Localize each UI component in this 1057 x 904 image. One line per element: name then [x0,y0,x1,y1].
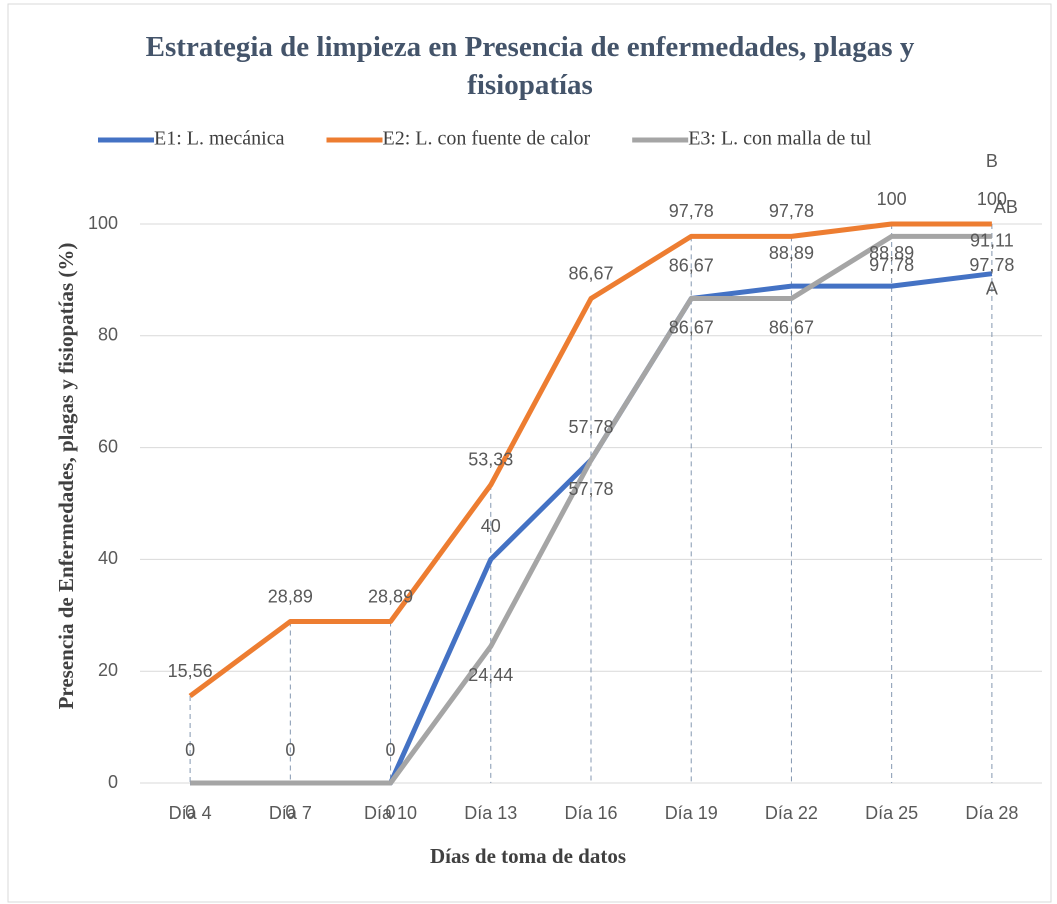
y-tick-label: 80 [98,325,118,345]
data-label: 88,89 [869,243,914,263]
data-label: 0 [185,802,195,822]
y-tick-label: 20 [98,660,118,680]
data-label: 0 [185,740,195,760]
data-label: 57,78 [568,417,613,437]
annotation: AB [994,197,1018,217]
data-label: 40 [481,516,501,536]
y-tick-label: 40 [98,548,118,568]
x-tick-label: Día 28 [965,803,1018,823]
legend-label: E2: L. con fuente de calor [383,128,591,150]
data-label: 0 [285,802,295,822]
data-label: 86,67 [769,317,814,337]
x-tick-label: Día 10 [364,803,417,823]
x-tick-label: Día 25 [865,803,918,823]
data-label: 86,67 [568,263,613,283]
x-tick-label: Día 13 [464,803,517,823]
data-label: 97,78 [669,201,714,221]
data-label: 86,67 [669,317,714,337]
data-label: 57,78 [568,479,613,499]
data-label: 0 [285,740,295,760]
data-label: 15,56 [168,661,213,681]
annotation: B [986,151,998,171]
series-line [188,221,992,699]
data-label: 86,67 [669,255,714,275]
chart-border [7,3,1052,903]
data-label: 100 [977,189,1007,209]
data-label: 0 [386,740,396,760]
x-tick-label: Día 22 [765,803,818,823]
chart-title: Estrategia de limpieza en Presencia de e… [145,31,915,101]
data-label: 28,89 [368,586,413,606]
data-label: 100 [877,189,907,209]
x-tick-label: Día 7 [269,803,312,823]
x-tick-label: Día 4 [169,803,212,823]
x-tick-label: Día 16 [564,803,617,823]
data-label: 97,78 [769,201,814,221]
data-label: 24,44 [468,665,513,685]
legend-label: E3: L. con malla de tul [688,128,872,150]
x-tick-label: Día 19 [665,803,718,823]
y-tick-label: 0 [108,772,118,792]
legend-label: E1: L. mecánica [154,128,285,150]
data-label: 88,89 [769,243,814,263]
y-tick-label: 100 [88,213,118,233]
annotation: A [986,278,998,298]
data-label: 0 [386,802,396,822]
y-tick-label: 60 [98,436,118,456]
series-line [190,233,992,786]
x-axis-label: Días de toma de datos [430,844,626,868]
data-label: 97,78 [969,255,1014,275]
data-label: 97,78 [869,255,914,275]
y-axis-label: Presencia de Enfermedades, plagas y fisi… [54,243,78,710]
data-label: 91,11 [970,230,1014,250]
data-label: 28,89 [268,586,313,606]
data-label: 53,33 [468,450,513,470]
